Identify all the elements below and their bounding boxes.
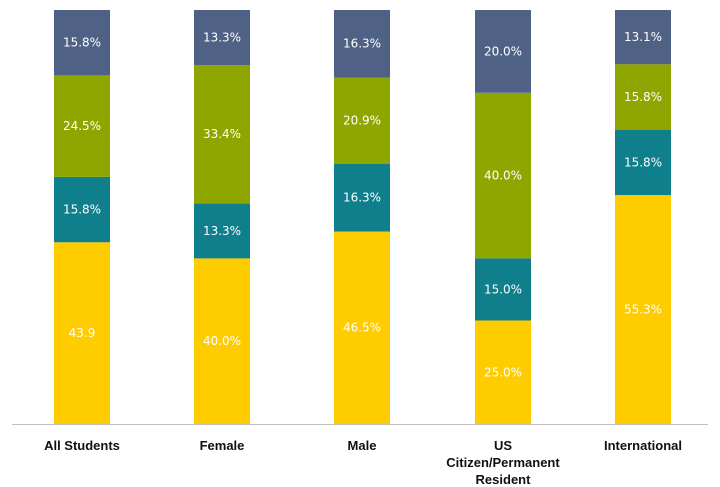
data-label: 15.8%: [63, 36, 101, 50]
bar-segment: [194, 10, 250, 66]
bar-segment: [54, 176, 110, 243]
bar-segment: [194, 65, 250, 204]
bar-segment: [194, 203, 250, 259]
data-label: 46.5%: [343, 321, 381, 335]
data-label: 13.1%: [624, 30, 662, 44]
bar-segment: [475, 92, 531, 259]
category-label: Resident: [476, 472, 532, 487]
data-label: 13.3%: [203, 31, 241, 45]
data-label: 16.3%: [343, 37, 381, 51]
bar-segment: [475, 320, 531, 424]
category-label: Female: [200, 438, 245, 453]
bar-segment: [475, 258, 531, 321]
data-label: 15.8%: [624, 90, 662, 104]
bar-segment: [334, 77, 390, 165]
bar-segment: [615, 195, 671, 424]
category-label: All Students: [44, 438, 120, 453]
data-label: 33.4%: [203, 127, 241, 141]
data-label: 43.9: [69, 326, 96, 340]
bar-segment: [334, 164, 390, 232]
bar-segment: [615, 129, 671, 196]
data-label: 15.0%: [484, 282, 522, 296]
category-label: Male: [348, 438, 377, 453]
bar-segment: [54, 75, 110, 177]
bar-segment: [54, 242, 110, 424]
data-label: 13.3%: [203, 224, 241, 238]
data-label: 20.9%: [343, 114, 381, 128]
data-label: 40.0%: [484, 169, 522, 183]
data-label: 20.0%: [484, 44, 522, 58]
data-label: 15.8%: [63, 203, 101, 217]
bar-segment: [54, 10, 110, 76]
category-label: International: [604, 438, 682, 453]
category-label: US: [494, 438, 512, 453]
bar-segment: [475, 10, 531, 93]
bar-segment: [615, 64, 671, 130]
data-label: 16.3%: [343, 191, 381, 205]
data-label: 40.0%: [203, 334, 241, 348]
bar-segment: [334, 231, 390, 424]
bar-segment: [615, 10, 671, 65]
data-label: 15.8%: [624, 155, 662, 169]
bar-segment: [334, 10, 390, 78]
data-label: 25.0%: [484, 365, 522, 379]
bar-segment: [194, 258, 250, 424]
data-label: 24.5%: [63, 119, 101, 133]
category-label: Citizen/Permanent: [446, 455, 560, 470]
data-label: 55.3%: [624, 303, 662, 317]
